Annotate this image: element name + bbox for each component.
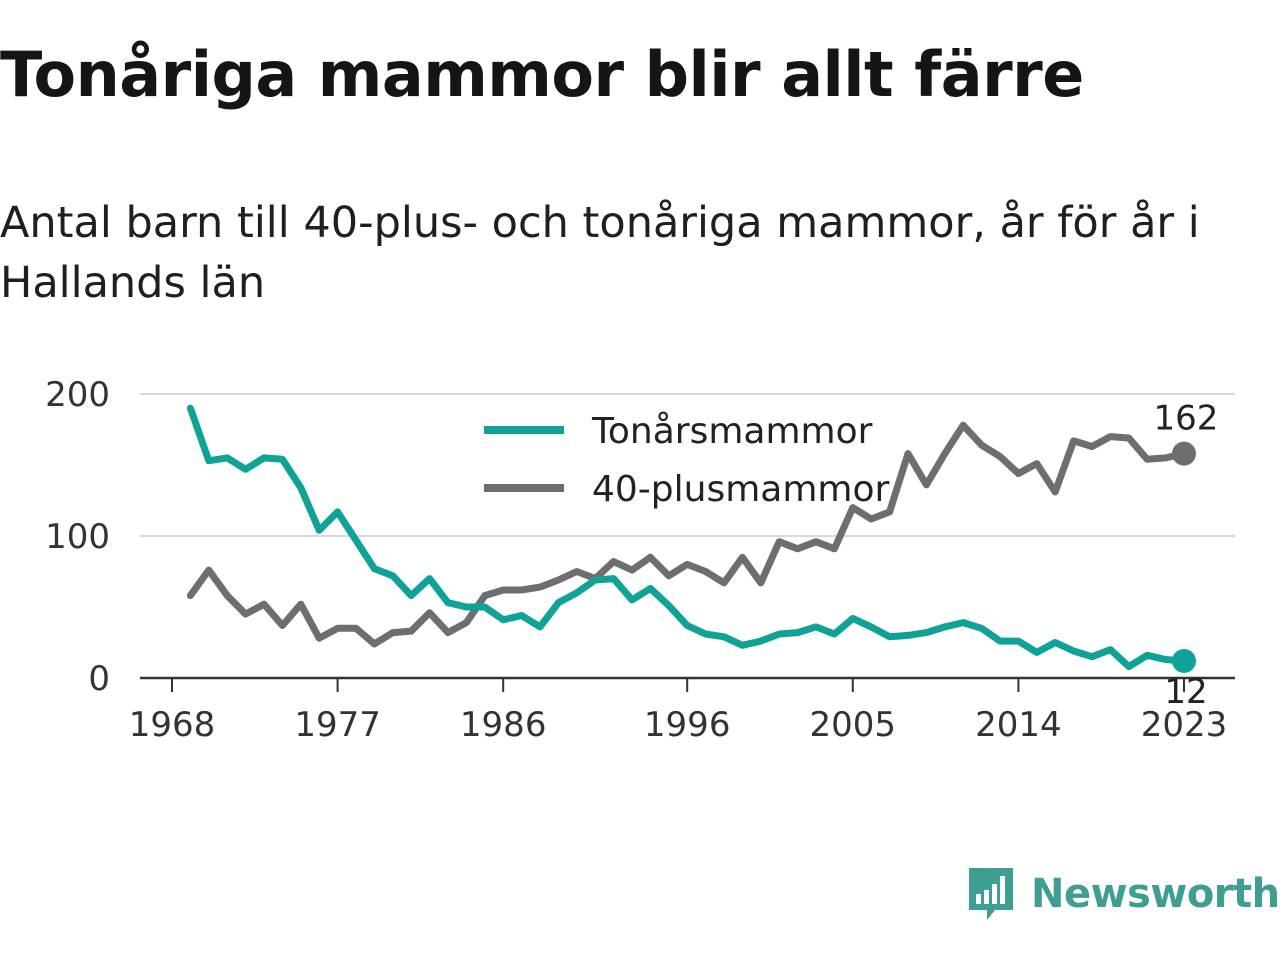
y-tick-label: 100 xyxy=(45,517,110,557)
x-axis-ticks: 1968 1977 1986 1996 2005 2014 2023 xyxy=(129,678,1228,745)
end-point xyxy=(1172,441,1196,466)
x-tick-label: 1996 xyxy=(644,705,731,745)
series-line-tonarsmammor xyxy=(186,404,1188,671)
x-tick-label: 1986 xyxy=(460,705,547,745)
series-lines xyxy=(186,404,1196,673)
x-tick-label: 1977 xyxy=(294,705,381,745)
legend-label: 40-plusmammor xyxy=(592,469,890,510)
newsworthy-logo: Newsworthy xyxy=(965,864,1280,924)
x-tick-label: 2023 xyxy=(1141,705,1228,745)
chart-subtitle: Antal barn till 40-plus- och tonåriga ma… xyxy=(0,198,1200,308)
end-point xyxy=(1172,648,1196,673)
legend: Tonårsmammor 40-plusmammor xyxy=(484,411,890,510)
chart-title: Tonåriga mammor blir allt färre xyxy=(0,38,1084,111)
series-line-40-plusmammor xyxy=(186,421,1188,648)
brand-name: Newsworthy xyxy=(1031,871,1280,917)
x-tick-label: 2014 xyxy=(975,705,1062,745)
y-axis-ticks: 0 100 200 xyxy=(45,375,110,699)
x-tick-label: 2005 xyxy=(810,705,897,745)
chart-bubble-icon xyxy=(969,868,1013,920)
y-tick-label: 0 xyxy=(88,659,110,699)
end-label-tonar: 12 xyxy=(1164,672,1207,712)
end-label-40-plus: 162 xyxy=(1154,399,1219,439)
y-tick-label: 200 xyxy=(45,375,110,415)
legend-label: Tonårsmammor xyxy=(591,411,873,452)
end-labels: 162 12 xyxy=(1154,399,1219,712)
x-tick-label: 1968 xyxy=(129,705,216,745)
